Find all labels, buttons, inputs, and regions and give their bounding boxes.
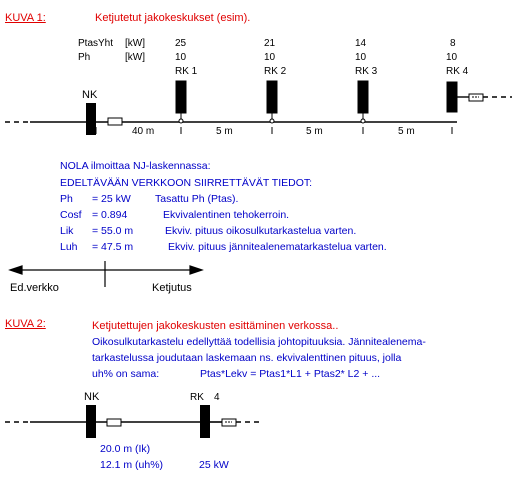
nola-desc-lik: Ekviv. pituus oikosulkutarkastelua varte… xyxy=(165,225,357,237)
nola-val-luh: = 47.5 m xyxy=(92,241,134,253)
nola-line2: EDELTÄVÄÄN VERKKOON SIIRRETTÄVÄT TIEDOT: xyxy=(60,177,313,189)
nola-key-lik: Lik xyxy=(60,225,74,237)
rk3-ptas: 14 xyxy=(355,38,367,49)
nola-val-lik: = 55.0 m xyxy=(92,225,134,237)
fig2-rk-block xyxy=(200,405,210,438)
ph-row-label: Ph xyxy=(78,52,91,63)
rk2-block xyxy=(266,80,278,114)
distance-3: 5 m xyxy=(306,126,323,137)
nola-key-luh: Luh xyxy=(60,241,78,253)
rk3-block xyxy=(357,80,369,114)
rk-blocks xyxy=(175,80,458,124)
rk3-ph: 10 xyxy=(355,52,367,63)
rk2-ptas: 21 xyxy=(264,38,276,49)
fig2-power: 25 kW xyxy=(199,459,229,471)
rk4-name: RK 4 xyxy=(446,66,469,77)
fig2-nk-label: NK xyxy=(84,391,100,403)
breaker-1 xyxy=(107,117,123,126)
figure2-text3b: Ptas*Lekv = Ptas1*L1 + Ptas2* L2 + ... xyxy=(200,368,381,380)
distance-2: 5 m xyxy=(216,126,233,137)
ptas-row-unit: [kW] xyxy=(125,38,145,49)
nola-desc-ph: Tasattu Ph (Ptas). xyxy=(155,193,239,205)
fig2-len-uh: 12.1 m (uh%) xyxy=(100,459,164,471)
figure2-text2: tarkastelussa joudutaan laskemaan ns. ek… xyxy=(92,352,402,364)
figure2-text1: Oikosulkutarkastelu edellyttää todellisi… xyxy=(92,336,426,348)
nola-val-ph: = 25 kW xyxy=(92,193,131,205)
rk2-name: RK 2 xyxy=(264,66,287,77)
rk1-name: RK 1 xyxy=(175,66,198,77)
fig2-rk-label: RK xyxy=(190,392,204,403)
nk-block xyxy=(86,103,96,135)
nola-key-cosf: Cosf xyxy=(60,209,82,221)
figure1-title: Ketjutetut jakokeskukset (esim). xyxy=(95,12,251,24)
figure1-label: KUVA 1: xyxy=(5,12,46,24)
rk1-block xyxy=(175,80,187,114)
figure2-title: Ketjutettujen jakokeskusten esittäminen … xyxy=(92,320,339,332)
arrow-right-label: Ketjutus xyxy=(152,282,192,294)
nola-desc-luh: Ekviv. pituus jännitealenematarkastelua … xyxy=(168,241,387,253)
nk-label: NK xyxy=(82,89,98,101)
nola-desc-cosf: Ekvivalentinen tehokerroin. xyxy=(163,209,290,221)
ph-row-unit: [kW] xyxy=(125,52,145,63)
rk2-ph: 10 xyxy=(264,52,276,63)
figure2-text3a: uh% on sama: xyxy=(92,368,160,380)
rk1-ph: 10 xyxy=(175,52,187,63)
distance-4: 5 m xyxy=(398,126,415,137)
nola-line1: NOLA ilmoittaa NJ-laskennassa: xyxy=(60,160,211,172)
arrow-left-label: Ed.verkko xyxy=(10,282,59,294)
nola-val-cosf: = 0.894 xyxy=(92,209,128,221)
fig2-breaker-1 xyxy=(106,418,122,427)
ptas-row-label: PtasYht xyxy=(78,38,114,49)
fig2-nk-block xyxy=(86,405,96,438)
distance-1: 40 m xyxy=(132,126,155,137)
rk3-name: RK 3 xyxy=(355,66,378,77)
rk4-ph: 10 xyxy=(446,52,458,63)
nola-key-ph: Ph xyxy=(60,193,73,205)
direction-arrows xyxy=(8,261,204,287)
rk4-block xyxy=(446,81,458,113)
rk1-ptas: 25 xyxy=(175,38,187,49)
fig2-rk-num: 4 xyxy=(214,392,220,403)
fig2-len-ik: 20.0 m (Ik) xyxy=(100,443,151,455)
figure2-label: KUVA 2: xyxy=(5,318,46,330)
rk4-ptas: 8 xyxy=(450,38,456,49)
